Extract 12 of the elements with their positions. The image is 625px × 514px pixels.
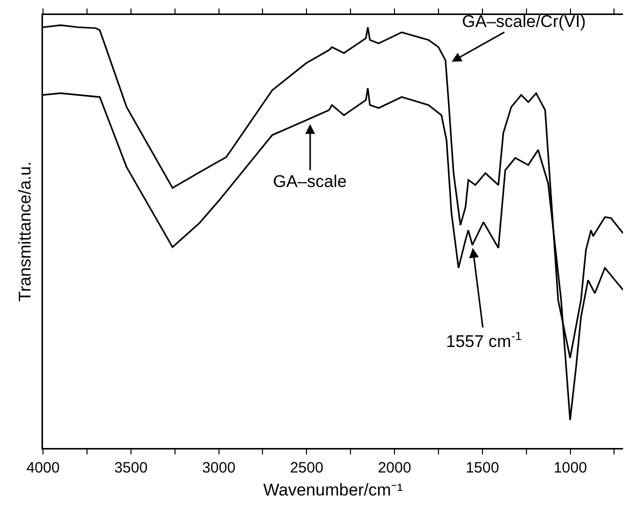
x-axis-title: Wavenumber/cm⁻¹	[263, 480, 404, 500]
annotation: GA–scale	[273, 172, 347, 191]
x-tick-label: 4000	[26, 460, 60, 476]
x-tick-label: 1000	[554, 460, 587, 476]
annotation: 1557 cm$^{-1}$	[446, 329, 522, 352]
x-tick-label: 3500	[114, 460, 148, 476]
x-tick-label: 3000	[202, 460, 236, 476]
x-tick-label: 1500	[466, 460, 500, 476]
x-tick-label: 2500	[290, 460, 324, 476]
annotation: GA–scale/Cr(VI)	[462, 12, 586, 31]
x-tick-label: 2000	[378, 460, 412, 476]
y-axis-title: Transmittance/a.u.	[15, 161, 34, 302]
